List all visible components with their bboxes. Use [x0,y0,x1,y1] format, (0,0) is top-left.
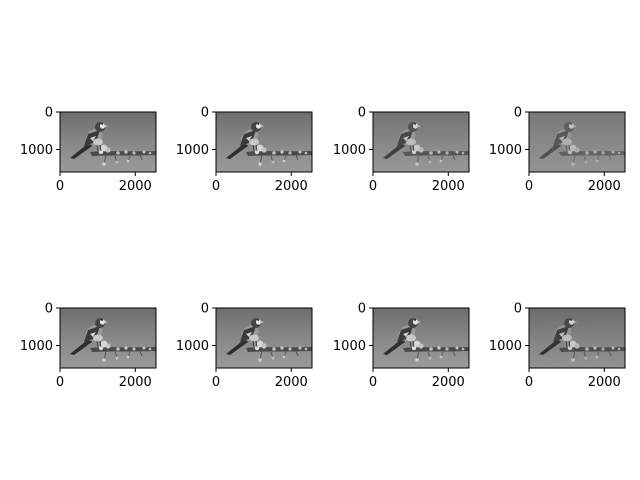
x-tick-label: 0 [56,375,64,390]
y-tick-label: 0 [358,106,366,121]
subplot-top-3: 0 2000 0 1000 [333,106,470,194]
axes-frame [59,111,157,173]
y-tick-label: 1000 [333,339,366,354]
y-tick-label: 0 [201,302,209,317]
axes-frame [528,111,626,173]
subplot-image [59,111,157,173]
x-tick-label: 0 [212,375,220,390]
y-tick-label: 1000 [489,339,522,354]
y-tick-label: 1000 [176,143,209,158]
subplot-top-4: 0 2000 0 1000 [489,106,626,194]
y-tick-label: 1000 [333,143,366,158]
subplot-image [215,111,313,173]
subplot-bottom-1: 0 2000 0 1000 [20,302,157,390]
x-tick-label: 0 [212,179,220,194]
x-tick-label: 2000 [432,375,465,390]
y-tick-label: 0 [514,302,522,317]
subplot-bottom-3: 0 2000 0 1000 [333,302,470,390]
x-tick-label: 0 [56,179,64,194]
subplot-image [372,307,470,369]
axes-frame [215,111,313,173]
y-tick-label: 0 [514,106,522,121]
axes-frame [372,307,470,369]
axes-frame [215,307,313,369]
subplot-image [528,307,626,369]
subplot-top-1: 0 2000 0 1000 [20,106,157,194]
subplot-image [528,111,626,173]
x-tick-label: 0 [525,179,533,194]
subplot-image [59,307,157,369]
y-tick-label: 0 [45,302,53,317]
subplot-bottom-2: 0 2000 0 1000 [176,302,313,390]
y-tick-label: 1000 [20,339,53,354]
y-tick-label: 1000 [20,143,53,158]
subplot-top-2: 0 2000 0 1000 [176,106,313,194]
x-tick-label: 0 [369,375,377,390]
subplot-bottom-4: 0 2000 0 1000 [489,302,626,390]
x-tick-label: 0 [369,179,377,194]
x-tick-label: 2000 [119,375,152,390]
y-tick-label: 1000 [176,339,209,354]
subplot-grid: 0 2000 0 1000 0 2000 0 1000 0 2000 0 1000 0 2000 0 1000… [20,106,626,390]
axes-frame [528,307,626,369]
axes-frame [59,307,157,369]
axes-frame [372,111,470,173]
subplot-image [215,307,313,369]
x-tick-label: 2000 [588,375,621,390]
x-tick-label: 2000 [588,179,621,194]
y-tick-label: 0 [201,106,209,121]
x-tick-label: 0 [525,375,533,390]
x-tick-label: 2000 [275,179,308,194]
y-tick-label: 0 [45,106,53,121]
x-tick-label: 2000 [275,375,308,390]
x-tick-label: 2000 [119,179,152,194]
subplot-image [372,111,470,173]
x-tick-label: 2000 [432,179,465,194]
y-tick-label: 0 [358,302,366,317]
y-tick-label: 1000 [489,143,522,158]
